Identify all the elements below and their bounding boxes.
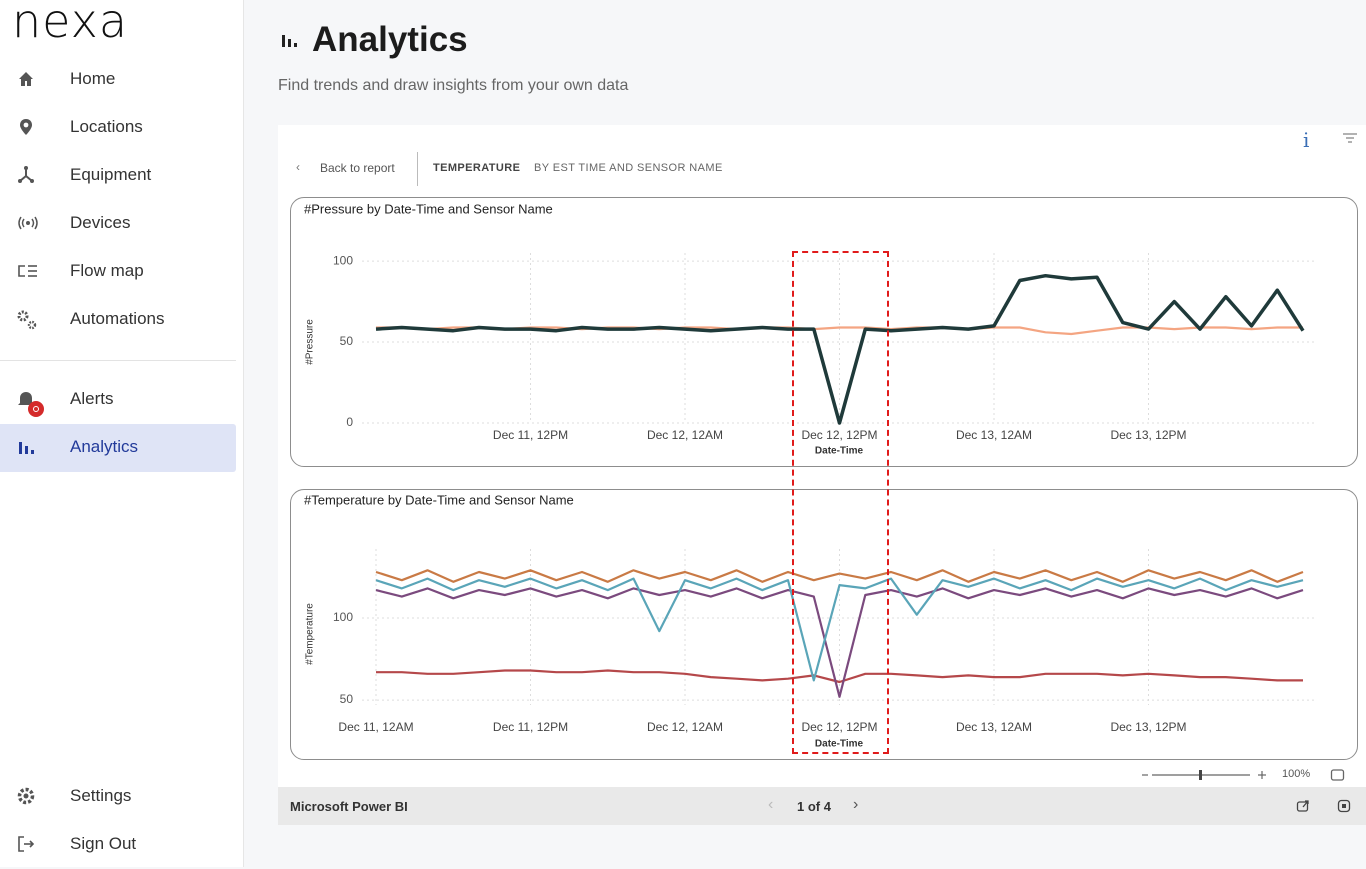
x-tick-label: Dec 12, 12AM [647, 720, 723, 734]
logo[interactable]: nexa [12, 0, 129, 48]
nav-label: Equipment [70, 165, 152, 184]
nav-label: Analytics [70, 437, 139, 456]
icon [19, 72, 33, 86]
icon [18, 392, 44, 417]
icon [18, 265, 37, 277]
nav-label: Flow map [70, 261, 144, 280]
back-to-report[interactable]: Back to report [320, 161, 395, 175]
icon [17, 310, 37, 330]
zoom-slider[interactable] [1140, 768, 1270, 782]
series-line [375, 587, 1304, 698]
nav-sign-out[interactable]: Sign Out [0, 821, 236, 869]
nav-label: Locations [70, 117, 143, 136]
nav-settings[interactable]: Settings [0, 773, 236, 821]
nav-label: Automations [70, 309, 165, 328]
title-icon [282, 35, 297, 47]
x-axis-label: Date-Time [815, 739, 864, 750]
nav-alerts[interactable]: Alerts [0, 376, 236, 424]
nav-equipment[interactable]: Equipment [0, 152, 236, 200]
icon [19, 442, 34, 454]
nav-automations[interactable]: Automations [0, 296, 236, 344]
page-title: Analytics [312, 20, 468, 59]
y-tick-label: 50 [340, 334, 354, 348]
info-button[interactable]: i [1303, 128, 1310, 152]
page-indicator: 1 of 4 [797, 799, 831, 814]
y-tick-label: 50 [340, 692, 354, 706]
divider [417, 152, 418, 186]
chart-title: #Pressure by Date-Time and Sensor Name [304, 201, 553, 216]
x-tick-label: Dec 11, 12PM [493, 428, 568, 442]
fit-button[interactable] [1330, 768, 1346, 782]
icon [17, 787, 35, 805]
series-line [375, 273, 1305, 425]
y-tick-label: 100 [333, 610, 353, 624]
x-tick-label: Dec 13, 12AM [956, 720, 1032, 734]
x-tick-label: Dec 12, 12AM [647, 428, 723, 442]
series-line [375, 577, 1304, 682]
icon [18, 836, 35, 852]
breadcrumb: TEMPERATURE [433, 162, 521, 174]
x-tick-label: Dec 12, 12PM [801, 428, 877, 442]
filter-button[interactable] [1342, 132, 1358, 144]
x-axis-label: Date-Time [815, 446, 864, 457]
x-tick-label: Dec 13, 12AM [956, 428, 1032, 442]
series-line [375, 569, 1304, 583]
series-line [376, 669, 1303, 684]
breadcrumb: BY EST TIME AND SENSOR NAME [534, 162, 723, 174]
y-axis-label: #Pressure [305, 319, 316, 365]
next-page[interactable]: › [853, 796, 859, 813]
y-axis-label: #Temperature [305, 603, 316, 665]
sidebar: nexa Home Locations Equipment Devices Fl… [0, 0, 244, 867]
fullscreen-button[interactable] [1337, 799, 1351, 813]
x-tick-label: Dec 12, 12PM [801, 720, 877, 734]
divider [0, 360, 236, 361]
page-subtitle: Find trends and draw insights from your … [278, 77, 629, 94]
chart-title: #Temperature by Date-Time and Sensor Nam… [304, 492, 574, 507]
nav-label: Home [70, 69, 116, 88]
icon [18, 166, 34, 183]
x-tick-label: Dec 11, 12AM [338, 720, 413, 734]
x-tick-label: Dec 13, 12PM [1110, 720, 1186, 734]
prev-page[interactable]: ‹ [768, 796, 774, 813]
nav-analytics[interactable]: Analytics [0, 424, 236, 472]
icon [18, 216, 38, 230]
x-tick-label: Dec 13, 12PM [1110, 428, 1186, 442]
y-tick-label: 0 [346, 415, 353, 429]
x-tick-label: Dec 11, 12PM [493, 720, 568, 734]
nav-label: Devices [70, 213, 131, 232]
chart-card [290, 197, 1358, 467]
nav-devices[interactable]: Devices [0, 200, 236, 248]
back-icon[interactable]: ‹ [296, 160, 300, 174]
chart-card [290, 489, 1358, 760]
report-footer: Microsoft Power BI ‹ 1 of 4 › [278, 787, 1366, 825]
zoom-level: 100% [1282, 768, 1311, 780]
nav-locations[interactable]: Locations [0, 104, 236, 152]
share-button[interactable] [1296, 799, 1310, 813]
highlight-box [792, 251, 889, 754]
nav-label: Settings [70, 786, 132, 805]
nav-flow-map[interactable]: Flow map [0, 248, 236, 296]
nav-label: Alerts [70, 389, 114, 408]
brand: Microsoft Power BI [290, 799, 408, 814]
nav-label: Sign Out [70, 834, 137, 853]
nav-home[interactable]: Home [0, 56, 236, 104]
icon [20, 119, 32, 135]
y-tick-label: 100 [333, 253, 353, 267]
